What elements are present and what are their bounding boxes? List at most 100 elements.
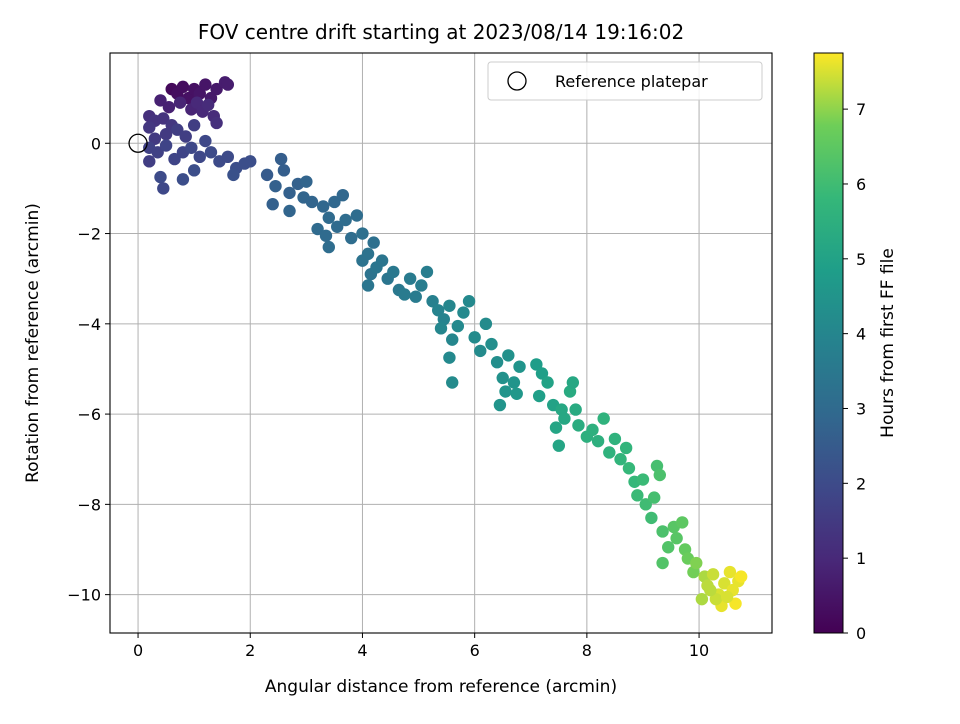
data-point: [656, 556, 669, 570]
data-point: [493, 398, 507, 412]
data-point: [608, 432, 622, 446]
data-point: [336, 188, 350, 202]
data-point: [662, 541, 675, 554]
data-point: [316, 200, 330, 213]
data-point: [176, 80, 190, 94]
data-point: [513, 360, 526, 373]
data-point: [319, 229, 333, 243]
data-point: [221, 78, 235, 91]
data-point: [179, 130, 192, 143]
data-point: [734, 570, 748, 583]
data-point: [549, 421, 563, 434]
data-point: [398, 288, 411, 301]
y-axis-ticks: −10 −8 −6 −4 −2 0: [67, 134, 110, 605]
data-point: [552, 439, 566, 452]
data-point: [443, 299, 456, 312]
data-point: [535, 367, 549, 380]
data-point: [173, 96, 187, 109]
data-point: [631, 489, 644, 502]
data-point: [339, 213, 352, 227]
data-point: [619, 441, 633, 455]
data-point: [434, 322, 448, 335]
data-point: [622, 462, 636, 475]
data-point: [176, 173, 190, 186]
data-point: [283, 204, 296, 218]
data-point: [328, 195, 341, 209]
data-point: [507, 376, 521, 389]
data-point: [653, 468, 666, 482]
y-tick-label: −2: [77, 225, 101, 244]
colorbar-tick-label: 4: [856, 325, 866, 344]
data-point: [266, 198, 279, 211]
data-point: [277, 164, 291, 177]
data-point: [485, 337, 498, 351]
data-point: [431, 304, 445, 317]
data-point: [387, 265, 400, 279]
data-point: [639, 498, 652, 511]
data-point: [260, 168, 274, 182]
data-point: [350, 209, 364, 222]
data-point: [474, 344, 487, 358]
colorbar-gradient: [813, 52, 844, 634]
data-point: [690, 556, 703, 570]
data-point: [154, 170, 167, 184]
data-point: [305, 195, 319, 209]
data-point: [597, 412, 610, 425]
grid: [110, 53, 772, 633]
colorbar-tick-label: 7: [856, 100, 866, 119]
y-tick-label: −10: [67, 586, 101, 605]
data-point: [367, 236, 380, 249]
data-point: [148, 132, 162, 145]
data-point: [706, 568, 720, 581]
data-point: [159, 128, 173, 141]
data-point: [569, 403, 582, 416]
data-point: [603, 446, 616, 459]
colorbar-tick-label: 6: [856, 175, 866, 194]
data-point: [143, 121, 156, 134]
data-point: [718, 577, 731, 590]
data-point: [274, 152, 288, 166]
data-point: [210, 82, 223, 96]
data-point: [415, 279, 428, 292]
data-point: [199, 134, 212, 148]
x-tick-label: 6: [470, 641, 480, 660]
data-point: [656, 525, 669, 538]
data-point: [446, 376, 459, 389]
data-point: [709, 592, 723, 606]
colorbar-tick-label: 2: [856, 474, 866, 493]
data-point: [187, 164, 201, 177]
data-point: [227, 168, 240, 182]
colorbar-tick-label: 1: [856, 549, 866, 568]
data-point: [244, 155, 257, 168]
data-point: [499, 385, 512, 398]
data-point: [420, 265, 434, 279]
colorbar-tick-label: 0: [856, 624, 866, 643]
x-tick-label: 10: [689, 641, 709, 660]
data-point: [443, 351, 456, 364]
data-point: [457, 306, 470, 319]
data-point: [496, 371, 509, 385]
legend-box: [487, 61, 763, 101]
data-point: [345, 231, 358, 245]
data-point: [151, 146, 164, 159]
x-tick-label: 4: [357, 641, 367, 660]
data-point: [695, 592, 709, 606]
reference-platepar-marker: [128, 133, 148, 153]
data-point: [201, 98, 215, 112]
data-point: [171, 123, 184, 136]
data-point: [426, 295, 439, 308]
data-point: [221, 150, 235, 164]
x-tick-label: 0: [133, 641, 143, 660]
data-point: [647, 491, 661, 504]
data-point: [143, 155, 156, 168]
data-point: [361, 279, 375, 292]
colorbar-tick-label: 3: [856, 399, 866, 418]
legend: Reference platepar: [487, 61, 763, 101]
data-point: [311, 222, 324, 236]
chart-title: FOV centre drift starting at 2023/08/14 …: [198, 20, 684, 44]
data-point: [591, 434, 605, 448]
data-point: [409, 290, 422, 303]
data-point: [210, 116, 223, 130]
